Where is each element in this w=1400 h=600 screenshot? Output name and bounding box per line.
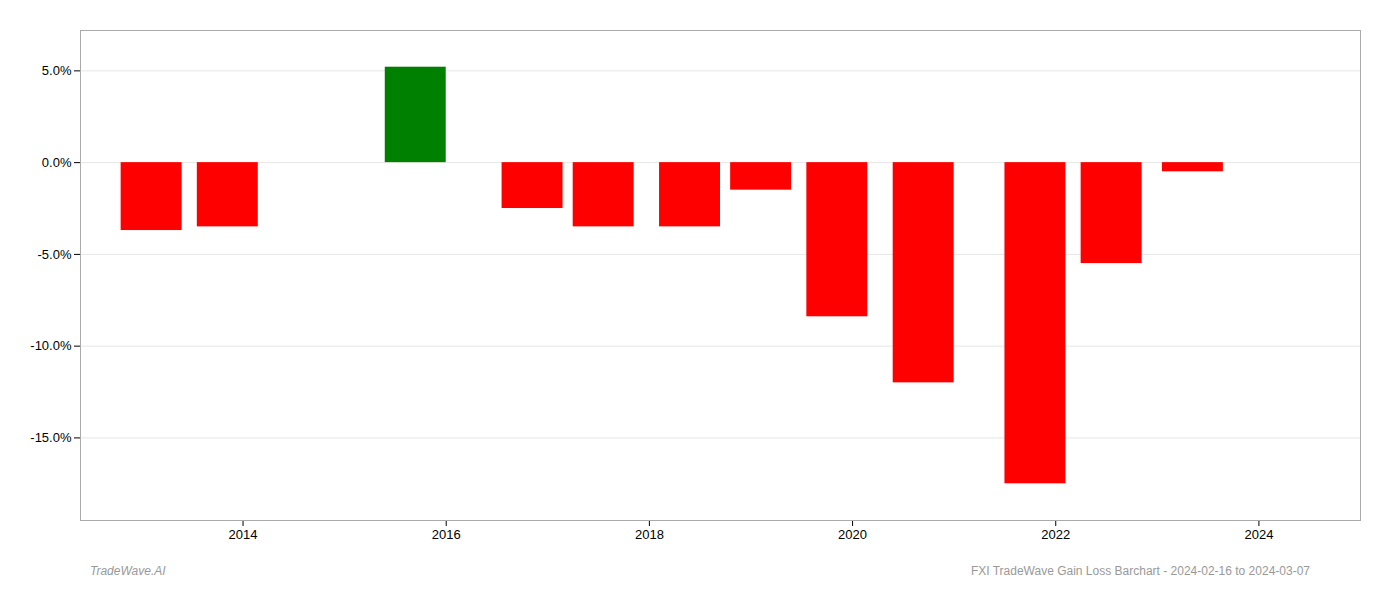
svg-text:-15.0%: -15.0% [30, 430, 72, 445]
html-text:FXI TradeWave Gain Loss Barcha: FXI TradeWave Gain Loss Barchart - 2024-… [970, 564, 1310, 578]
svg-text:5.0%: 5.0% [42, 63, 72, 78]
svg-text:0.0%: 0.0% [42, 155, 72, 170]
html-text:TradeWave.AI: TradeWave.AI [90, 564, 166, 578]
svg-text:2018: 2018 [635, 527, 664, 542]
svg-text:-5.0%: -5.0% [38, 247, 72, 262]
svg-text:2024: 2024 [1244, 527, 1273, 542]
svg-text:2020: 2020 [838, 527, 867, 542]
svg-text:2022: 2022 [1041, 527, 1070, 542]
svg-text:-10.0%: -10.0% [30, 338, 72, 353]
svg-text:2016: 2016 [432, 527, 461, 542]
svg-text:2014: 2014 [229, 527, 258, 542]
